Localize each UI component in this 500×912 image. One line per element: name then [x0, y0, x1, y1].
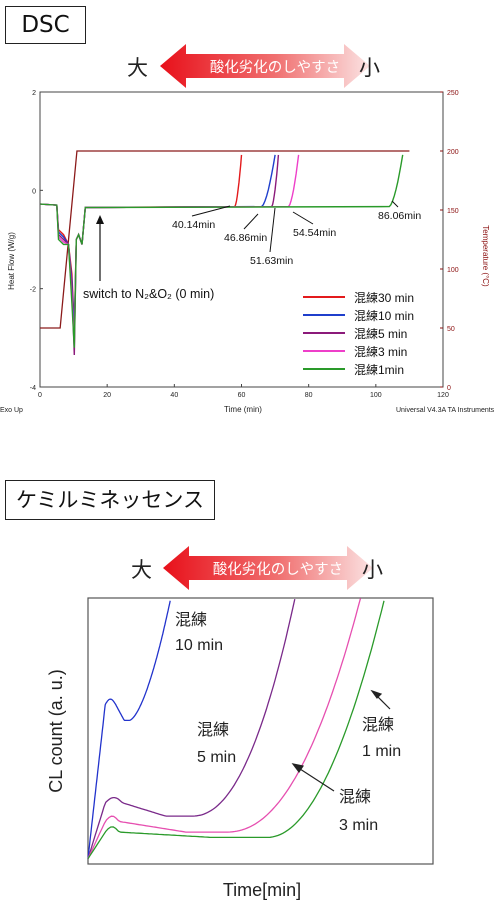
dsc-y2tick-label: 150 — [447, 208, 459, 215]
dsc-legend-label: 混練30 min — [354, 291, 414, 305]
cl-label-1min-b: 1 min — [362, 743, 401, 760]
oxidation-arrow-label: 酸化劣化のしやすさ — [209, 60, 341, 76]
dsc-y2label: Temperature (°C) — [481, 225, 490, 287]
dsc-series-line — [39, 154, 243, 329]
dsc-xtick-label: 40 — [170, 392, 178, 399]
cl-arrowhead-1min — [370, 689, 383, 699]
dsc-y2tick-label: 200 — [447, 149, 459, 156]
dsc-onset-arrow — [269, 207, 276, 253]
oxidation-small-label: 小 — [362, 558, 383, 582]
dsc-onset-arrow — [243, 213, 259, 230]
dsc-legend-label: 混練1min — [354, 363, 404, 377]
dsc-ytick-label: 2 — [32, 90, 36, 97]
cl-label-3min-b: 3 min — [339, 817, 378, 834]
cl-chart: CL count (a. u.) Time[min] 混練 10 min 混練 … — [46, 597, 434, 900]
dsc-xtick-label: 60 — [238, 392, 246, 399]
cl-series-line — [87, 598, 296, 859]
oxidation-arrow-label: 酸化劣化のしやすさ — [212, 562, 344, 578]
dsc-xlabel: Time (min) — [224, 405, 262, 414]
dsc-onset-label: 40.14min — [172, 219, 215, 231]
cl-label-10min-b: 10 min — [175, 637, 223, 654]
oxidation-large-label: 大 — [127, 56, 148, 80]
cl-plot-frame — [87, 597, 434, 865]
dsc-ylabel: Heat Flow (W/g) — [7, 232, 16, 290]
dsc-switch-annotation: switch to N₂&O₂ (0 min) — [83, 287, 214, 301]
dsc-onset-arrow — [391, 200, 399, 208]
cl-label-1min-a: 混練 — [362, 715, 394, 734]
cl-ylabel: CL count (a. u.) — [46, 669, 66, 792]
cl-label-5min-b: 5 min — [197, 749, 236, 766]
dsc-onset-label: 54.54min — [293, 227, 336, 239]
dsc-corner-left: Exo Up — [0, 407, 23, 414]
dsc-xtick-label: 20 — [103, 392, 111, 399]
dsc-legend-label: 混練10 min — [354, 309, 414, 323]
dsc-corner-right: Universal V4.3A TA Instruments — [396, 407, 495, 414]
dsc-legend-label: 混練3 min — [354, 345, 407, 359]
cl-label-3min-a: 混練 — [339, 787, 371, 806]
dsc-title: DSC — [5, 6, 86, 44]
cl-label-5min-a: 混練 — [197, 720, 229, 739]
cl-arrowhead-3min — [291, 763, 304, 774]
dsc-ytick-label: -4 — [30, 385, 36, 392]
dsc-y2tick-label: 50 — [447, 326, 455, 333]
dsc-ytick-label: -2 — [30, 287, 36, 294]
dsc-ytick-label: 0 — [32, 188, 36, 195]
dsc-onset-label: 51.63min — [250, 255, 293, 267]
dsc-legend-label: 混練5 min — [354, 327, 407, 341]
dsc-xtick-label: 120 — [437, 392, 449, 399]
cl-series-line — [87, 598, 362, 859]
cl-label-10min-a: 混練 — [175, 610, 207, 629]
dsc-series-line — [39, 154, 300, 343]
oxidation-large-label: 大 — [131, 558, 152, 582]
cl-arrow-3min — [296, 766, 335, 792]
dsc-onset-arrow — [191, 205, 231, 217]
dsc-temperature-line — [40, 150, 410, 329]
dsc-series-line — [39, 154, 404, 348]
cl-series-line — [87, 600, 385, 860]
dsc-onset-label: 86.06min — [378, 210, 421, 222]
oxidation-double-arrow — [163, 546, 373, 590]
dsc-switch-arrowhead — [96, 215, 104, 224]
dsc-onset-arrow — [292, 211, 314, 225]
dsc-xtick-label: 0 — [38, 392, 42, 399]
dsc-legend: 混練30 min 混練10 min 混練5 min 混練3 min 混練1min — [303, 291, 414, 377]
cl-oxidation-arrow-row: 大 酸化劣化のしやすさ 小 — [0, 546, 500, 590]
dsc-y2tick-label: 100 — [447, 267, 459, 274]
dsc-oxidation-arrow-row: 大 酸化劣化のしやすさ 小 — [0, 44, 500, 88]
oxidation-double-arrow — [160, 44, 370, 88]
oxidation-small-label: 小 — [359, 56, 380, 80]
dsc-y2tick-label: 250 — [447, 90, 459, 97]
cl-series-line — [87, 600, 171, 859]
dsc-xtick-label: 100 — [370, 392, 382, 399]
dsc-xtick-label: 80 — [305, 392, 313, 399]
cl-title: ケミルミネッセンス — [5, 480, 215, 520]
cl-xlabel: Time[min] — [223, 880, 301, 900]
dsc-onset-label: 46.86min — [224, 232, 267, 244]
dsc-y2tick-label: 0 — [447, 385, 451, 392]
